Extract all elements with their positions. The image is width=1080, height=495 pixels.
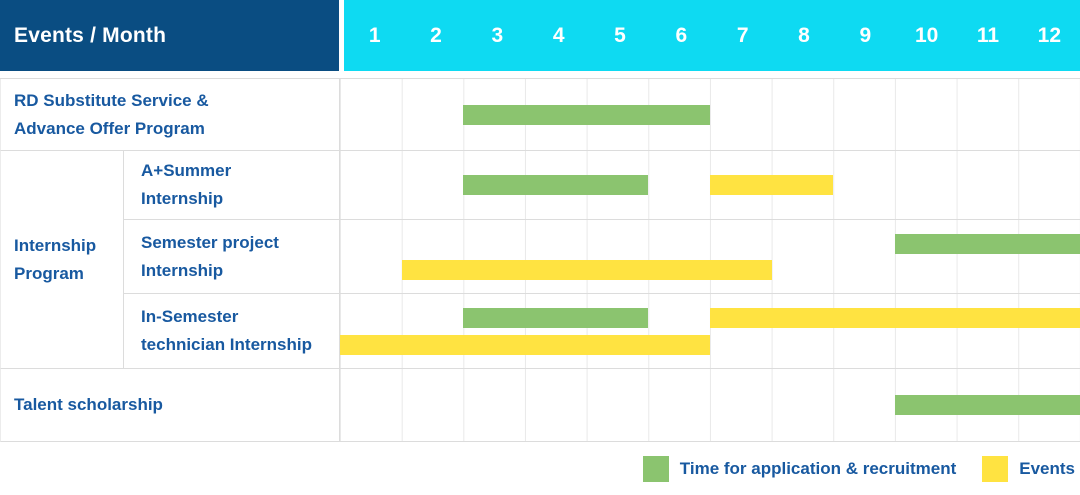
month-label-6: 6 [675,23,688,47]
gantt-lane-semester-project-internship [340,220,1080,294]
month-label-11: 11 [976,23,1000,47]
legend-item-events: Events [982,455,1075,482]
month-label-12: 12 [1037,23,1061,47]
gantt-bar-events [710,308,1080,329]
group-label-line: Program [14,263,84,283]
gantt-bar-application [463,104,710,125]
row-label-line: Internship [141,260,224,280]
table-header: Events / Month 1 2 3 4 5 6 7 8 9 10 11 1… [0,0,1080,71]
legend-item-application: Time for application & recruitment [642,455,957,482]
month-label-10: 10 [914,23,939,47]
header-divider-gap [339,0,344,71]
group-label-line: Internship [14,235,97,255]
row-label-line: RD Substitute Service & [14,90,209,110]
legend-label-events: Events [1019,458,1075,478]
month-label-5: 5 [614,23,626,47]
month-label-2: 2 [430,23,442,47]
row-label-line: Advance Offer Program [14,118,205,138]
row-label-line: A+Summer [141,161,232,180]
gantt-bar-events [401,260,772,281]
header-body-gap [0,71,1080,78]
month-label-3: 3 [491,23,504,47]
month-label-7: 7 [736,23,749,47]
gantt-lane-a-plus-summer-internship [340,151,1080,220]
legend-swatch-green [642,455,669,482]
row-label-line: Talent scholarship [14,395,163,414]
group-label-internship-program: Internship Program [0,151,124,369]
gantt-bar-events [340,334,710,355]
gantt-bar-application [895,233,1080,254]
row-label-rd-substitute-service: RD Substitute Service & Advance Offer Pr… [0,79,340,151]
legend-label-application: Time for application & recruitment [679,458,957,478]
gantt-bar-events [710,175,834,195]
chart-legend: Time for application & recruitment Event… [0,442,1080,495]
month-axis-header: 1 2 3 4 5 6 7 8 9 10 11 12 [344,0,1080,71]
row-label-line: technician Internship [141,335,312,354]
gantt-lane-rd-substitute-service [340,79,1080,151]
row-label-line: Internship [141,189,224,208]
row-label-semester-project-internship: Semester project Internship [124,220,340,294]
schedule-body: RD Substitute Service & Advance Offer Pr… [0,78,1080,442]
month-label-1: 1 [368,23,381,47]
row-label-in-semester-technician-internship: In-Semester technician Internship [124,294,340,369]
row-label-line: Semester project [141,232,279,252]
month-label-4: 4 [552,23,565,47]
gantt-bar-application [463,308,649,329]
events-month-header-title: Events / Month [0,0,339,71]
row-label-talent-scholarship: Talent scholarship [0,369,340,442]
month-label-9: 9 [859,23,872,47]
gantt-bar-application [895,395,1080,415]
legend-swatch-yellow [982,455,1009,482]
gantt-lane-talent-scholarship [340,369,1080,442]
gantt-lane-in-semester-technician-internship [340,294,1080,369]
month-label-8: 8 [798,23,810,47]
row-label-line: In-Semester [141,307,239,326]
row-label-a-plus-summer-internship: A+Summer Internship [124,151,340,220]
gantt-bar-application [463,175,649,195]
